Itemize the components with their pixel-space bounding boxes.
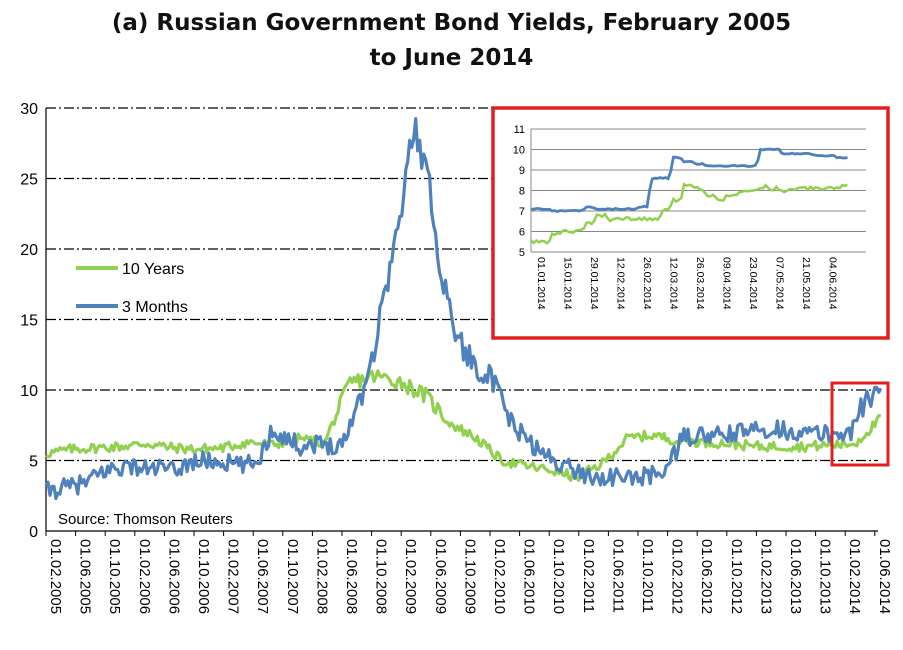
inset-x-tick-label: 26.02.2014 [641, 257, 653, 310]
main-x-tick-label: 01.06.2005 [77, 539, 94, 614]
main-x-tick-label: 01.06.2014 [876, 539, 893, 614]
main-y-tick-label: 30 [20, 101, 38, 118]
main-y-tick-label: 25 [20, 172, 38, 189]
inset-y-tick-label: 5 [519, 247, 525, 259]
legend: 10 Years 3 Months [76, 261, 188, 316]
inset-x-tick-label: 12.03.2014 [668, 257, 680, 310]
source-note: Source: Thomson Reuters [58, 511, 233, 528]
main-y-axis: 0 5 10 15 20 25 30 [20, 101, 878, 541]
series-line-3-months [44, 117, 883, 501]
main-y-tick-label: 0 [29, 524, 38, 541]
inset-x-tick-label: 26.03.2014 [694, 257, 706, 310]
main-x-tick-label: 01.02.2009 [402, 539, 419, 614]
main-x-tick-label: 01.10.2009 [461, 539, 478, 614]
chart-title-line-2: to June 2014 [369, 45, 534, 71]
inset-x-tick-label: 15.01.2014 [562, 257, 574, 310]
main-x-tick-label: 01.02.2007 [225, 539, 242, 614]
main-x-tick-label: 01.06.2009 [432, 539, 449, 614]
main-x-tick-label: 01.02.2011 [580, 539, 597, 613]
main-x-tick-label: 01.06.2007 [254, 539, 271, 614]
main-x-tick-label: 01.10.2013 [817, 539, 834, 614]
main-x-tick-label: 01.06.2010 [521, 539, 538, 614]
inset-y-tick-label: 8 [519, 186, 525, 198]
inset-x-tick-label: 04.06.2014 [827, 257, 839, 310]
chart-title: (a) Russian Government Bond Yields, Febr… [0, 6, 903, 76]
inset-x-tick-label: 09.04.2014 [721, 257, 733, 310]
main-y-tick-label: 20 [20, 242, 38, 259]
inset-series-line-10-years [530, 182, 848, 245]
inset-y-tick-label: 6 [519, 227, 525, 239]
series-line-10-years [45, 369, 881, 482]
inset-x-tick-label: 07.05.2014 [774, 257, 786, 310]
inset-y-tick-label: 9 [519, 165, 525, 177]
main-x-tick-label: 01.02.2008 [313, 539, 330, 614]
inset-x-tick-label: 21.05.2014 [800, 257, 812, 310]
main-x-axis: 01.02.2005 01.06.2005 01.10.2005 01.02.2006… [45, 531, 893, 614]
main-x-tick-label: 01.06.2011 [609, 539, 626, 613]
main-x-tick-label: 01.02.2013 [757, 539, 774, 614]
main-x-tick-label: 01.10.2011 [639, 539, 656, 613]
zoom-highlight-box [830, 381, 890, 467]
main-x-tick-label: 01.02.2006 [136, 539, 153, 614]
main-x-tick-label: 01.02.2014 [846, 539, 863, 614]
main-x-tick-label: 01.06.2013 [787, 539, 804, 614]
main-x-tick-label: 01.06.2008 [343, 539, 360, 614]
inset-x-tick-label: 01.01.2014 [535, 257, 547, 310]
inset-x-tick-label: 29.01.2014 [588, 257, 600, 310]
main-x-tick-label: 01.02.2010 [491, 539, 508, 614]
main-x-tick-label: 01.10.2008 [373, 539, 390, 614]
inset-y-tick-label: 11 [514, 124, 525, 136]
chart-title-line-1: (a) Russian Government Bond Yields, Febr… [111, 10, 792, 36]
legend-label: 3 Months [122, 299, 188, 316]
main-x-tick-label: 01.06.2006 [165, 539, 182, 614]
main-y-tick-label: 5 [29, 454, 38, 471]
inset-frame [491, 106, 890, 340]
inset-series-line-3-months [531, 147, 848, 213]
main-plot-area [44, 117, 883, 501]
inset-chart: 5 6 7 8 9 10 11 01.01.2014 15.01.2014 29.01.2014 1… [491, 106, 890, 340]
main-x-tick-label: 01.10.2010 [550, 539, 567, 614]
inset-y-tick-label: 7 [519, 206, 525, 218]
legend-item-3-months: 3 Months [76, 299, 188, 316]
main-x-tick-label: 01.10.2012 [728, 539, 745, 614]
main-x-tick-label: 01.10.2007 [284, 539, 301, 614]
main-x-tick-label: 01.10.2006 [195, 539, 212, 614]
legend-label: 10 Years [122, 261, 184, 278]
main-x-tick-label: 01.10.2005 [106, 539, 123, 614]
main-x-tick-label: 01.06.2012 [698, 539, 715, 614]
inset-x-tick-label: 12.02.2014 [615, 257, 627, 310]
legend-item-10-years: 10 Years [76, 261, 184, 278]
inset-x-tick-label: 23.04.2014 [747, 257, 759, 310]
inset-y-tick-label: 10 [513, 145, 525, 157]
main-x-tick-label: 01.02.2012 [669, 539, 686, 614]
main-y-tick-label: 10 [20, 383, 38, 400]
main-x-tick-label: 01.02.2005 [47, 539, 64, 614]
main-y-tick-label: 15 [20, 313, 38, 330]
